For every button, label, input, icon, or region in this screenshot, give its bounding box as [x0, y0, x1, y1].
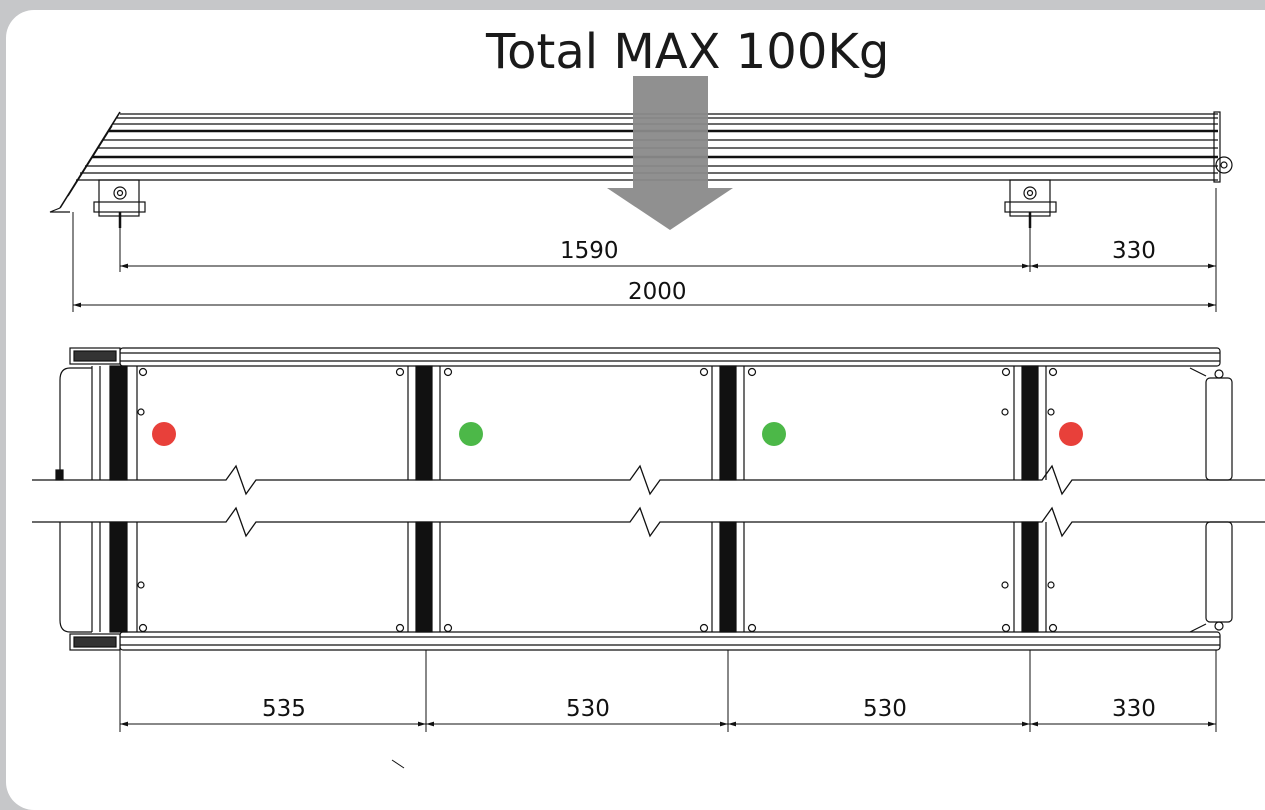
indicator-dot-4 — [1059, 422, 1083, 446]
indicator-dot-3 — [762, 422, 786, 446]
load-label: Total MAX 100Kg — [486, 28, 889, 76]
indicator-dot-2 — [459, 422, 483, 446]
dim-support-span: 1590 — [560, 238, 619, 264]
left-support-bracket — [94, 180, 145, 228]
dim-total-length: 2000 — [628, 279, 687, 305]
rear-roller — [1190, 368, 1232, 632]
indicator-dot-1 — [152, 422, 176, 446]
bottom-rail — [70, 632, 1220, 650]
right-support-bracket — [1005, 180, 1056, 228]
top-view — [32, 348, 1265, 732]
dim-segment-1: 535 — [262, 696, 306, 722]
break-lines — [32, 466, 1265, 536]
stray-mark — [392, 760, 404, 768]
dim-rear-overhang-side: 330 — [1112, 238, 1156, 264]
dim-segment-3: 530 — [863, 696, 907, 722]
dim-segment-2: 530 — [566, 696, 610, 722]
top-rail — [70, 348, 1220, 366]
dim-segment-4: 330 — [1112, 696, 1156, 722]
fixing-screws — [138, 369, 1057, 632]
front-housing — [56, 366, 100, 632]
technical-drawing: 1590 330 2000 — [0, 0, 1265, 771]
cross-beams — [110, 366, 1046, 632]
load-arrow — [607, 76, 733, 230]
